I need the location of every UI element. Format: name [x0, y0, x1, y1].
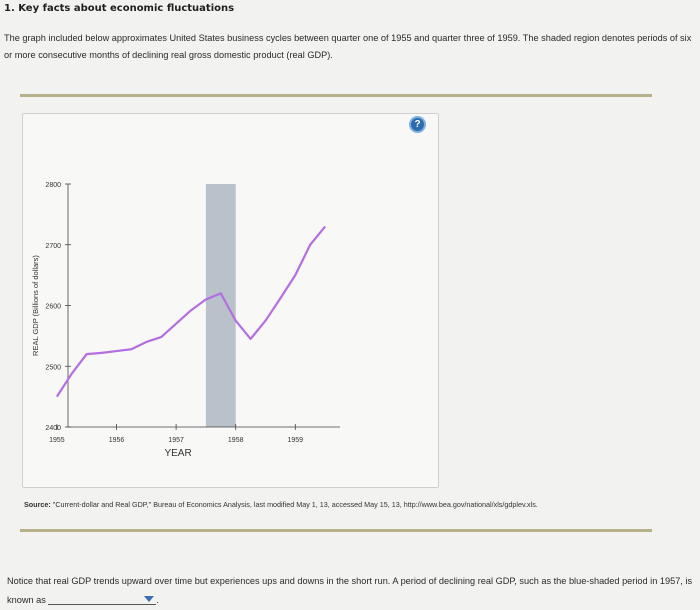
y-tick-label-2600: 2600: [45, 304, 61, 311]
x-axis-title: YEAR: [164, 448, 191, 459]
source-text: "Current-dollar and Real GDP," Bureau of…: [53, 500, 538, 509]
chevron-down-icon: [144, 596, 154, 602]
divider-bottom: [20, 529, 652, 532]
x-tick-label-1955: 1955: [49, 437, 65, 444]
source-note: Source: "Current-dollar and Real GDP," B…: [24, 500, 538, 509]
x-tick-label-1959: 1959: [288, 437, 304, 444]
answer-dropdown[interactable]: [48, 593, 156, 605]
gdp-series-line-0: [57, 227, 325, 397]
x-tick-label-1956: 1956: [109, 437, 125, 444]
x-tick-label-1958: 1958: [228, 437, 244, 444]
recession-shaded-region: [206, 184, 236, 427]
source-label: Source:: [24, 500, 51, 509]
y-tick-label-2400: 2400: [45, 425, 61, 432]
prompt-end: .: [156, 595, 159, 605]
y-tick-label-2500: 2500: [45, 364, 61, 371]
y-tick-label-2700: 2700: [45, 243, 61, 250]
y-axis-title: REAL GDP (Billions of dollars): [31, 255, 40, 356]
y-tick-label-2800: 2800: [45, 182, 61, 189]
x-tick-label-1957: 1957: [168, 437, 184, 444]
question-prompt: Notice that real GDP trends upward over …: [7, 572, 697, 610]
